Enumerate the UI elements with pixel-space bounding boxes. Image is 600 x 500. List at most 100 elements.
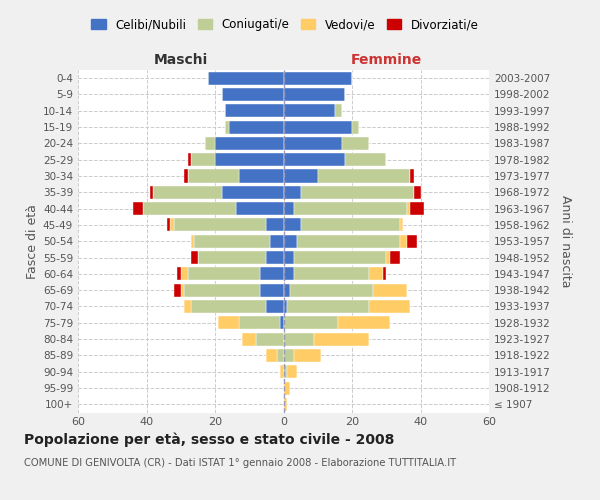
Bar (290, 284, 373, 296)
Bar (386, 251, 389, 264)
Bar (218, 316, 239, 330)
Bar (280, 365, 284, 378)
Bar (284, 218, 301, 232)
Bar (284, 398, 287, 411)
Bar (167, 218, 170, 232)
Bar (284, 300, 287, 313)
Bar (266, 251, 284, 264)
Bar (184, 170, 188, 182)
Bar (194, 234, 270, 248)
Bar (284, 251, 294, 264)
Text: Maschi: Maschi (154, 54, 208, 68)
Bar (133, 202, 143, 215)
Y-axis label: Anni di nascita: Anni di nascita (559, 195, 572, 288)
Bar (287, 300, 369, 313)
Bar (184, 284, 260, 296)
Bar (345, 153, 386, 166)
Bar (225, 120, 229, 134)
Bar (198, 251, 266, 264)
Bar (191, 234, 194, 248)
Bar (266, 218, 284, 232)
Bar (270, 234, 284, 248)
Bar (400, 218, 403, 232)
Bar (284, 120, 352, 134)
Bar (277, 349, 284, 362)
Bar (260, 268, 284, 280)
Bar (294, 349, 321, 362)
Bar (284, 72, 352, 85)
Bar (236, 202, 284, 215)
Bar (284, 88, 345, 101)
Bar (301, 186, 413, 199)
Bar (256, 332, 284, 345)
Bar (284, 234, 297, 248)
Bar (407, 234, 417, 248)
Bar (222, 88, 284, 101)
Y-axis label: Fasce di età: Fasce di età (26, 204, 39, 279)
Bar (314, 332, 369, 345)
Bar (191, 251, 198, 264)
Bar (400, 234, 407, 248)
Bar (284, 268, 294, 280)
Bar (284, 137, 342, 150)
Bar (352, 120, 359, 134)
Bar (284, 332, 314, 345)
Bar (284, 349, 294, 362)
Bar (284, 284, 290, 296)
Bar (205, 137, 215, 150)
Bar (266, 349, 277, 362)
Bar (208, 72, 284, 85)
Bar (181, 284, 184, 296)
Bar (174, 284, 181, 296)
Bar (318, 170, 410, 182)
Bar (284, 104, 335, 118)
Bar (284, 153, 345, 166)
Bar (150, 186, 154, 199)
Bar (410, 170, 413, 182)
Bar (413, 186, 421, 199)
Bar (222, 186, 284, 199)
Bar (383, 268, 386, 280)
Bar (284, 202, 294, 215)
Bar (410, 202, 424, 215)
Bar (301, 218, 400, 232)
Bar (191, 153, 215, 166)
Bar (373, 284, 407, 296)
Bar (266, 300, 284, 313)
Bar (284, 186, 301, 199)
Bar (369, 300, 410, 313)
Bar (184, 300, 191, 313)
Bar (174, 218, 266, 232)
Bar (215, 137, 284, 150)
Bar (389, 251, 400, 264)
Bar (280, 316, 284, 330)
Bar (284, 365, 287, 378)
Text: Femmine: Femmine (351, 54, 422, 68)
Bar (407, 202, 410, 215)
Bar (338, 316, 389, 330)
Bar (181, 268, 188, 280)
Bar (188, 170, 239, 182)
Bar (143, 202, 236, 215)
Bar (242, 332, 256, 345)
Bar (260, 284, 284, 296)
Bar (294, 251, 386, 264)
Bar (294, 268, 369, 280)
Bar (215, 153, 284, 166)
Bar (239, 316, 280, 330)
Bar (287, 365, 297, 378)
Bar (239, 170, 284, 182)
Bar (342, 137, 369, 150)
Bar (294, 202, 407, 215)
Bar (284, 382, 290, 394)
Bar (284, 170, 318, 182)
Bar (154, 186, 222, 199)
Bar (170, 218, 174, 232)
Bar (284, 316, 338, 330)
Bar (178, 268, 181, 280)
Bar (369, 268, 383, 280)
Bar (191, 300, 266, 313)
Bar (225, 104, 284, 118)
Bar (229, 120, 284, 134)
Bar (297, 234, 400, 248)
